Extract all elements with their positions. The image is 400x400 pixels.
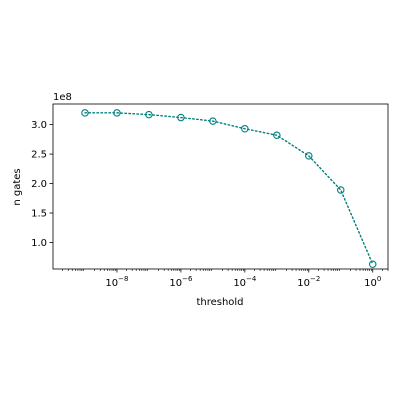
x-axis: 10−8 10−6 10−4 10−2 100 (62, 269, 389, 289)
data-point (273, 131, 281, 139)
x-tick-label: 10−2 (297, 275, 320, 289)
x-axis-label: threshold (196, 297, 243, 308)
data-point (368, 260, 377, 269)
series-layer (81, 109, 377, 269)
y-tick-label: 1.0 (31, 238, 47, 249)
x-tick-label: 100 (364, 275, 381, 289)
data-point (209, 117, 217, 125)
axes-frame (52, 103, 389, 270)
data-point (177, 113, 185, 122)
y-tick-label: 2.0 (31, 179, 47, 190)
series-line (84, 112, 374, 265)
data-point (305, 152, 313, 160)
data-point (241, 125, 249, 133)
data-point (113, 109, 121, 117)
y-tick-label: 2.5 (31, 150, 47, 161)
y-offset-label: 1e8 (53, 92, 72, 103)
data-point (81, 109, 89, 117)
data-point (145, 110, 153, 119)
y-tick-label: 3.0 (31, 120, 47, 131)
y-axis-label: n gates (12, 168, 23, 205)
y-tick-label: 1.5 (31, 209, 47, 220)
x-tick-label: 10−8 (105, 275, 128, 289)
data-point (337, 186, 345, 194)
x-tick-label: 10−4 (233, 275, 257, 289)
x-tick-label: 10−6 (169, 275, 193, 289)
y-axis: 1.0 1.5 2.0 2.5 3.0 (31, 120, 53, 249)
plot-area (52, 103, 389, 270)
